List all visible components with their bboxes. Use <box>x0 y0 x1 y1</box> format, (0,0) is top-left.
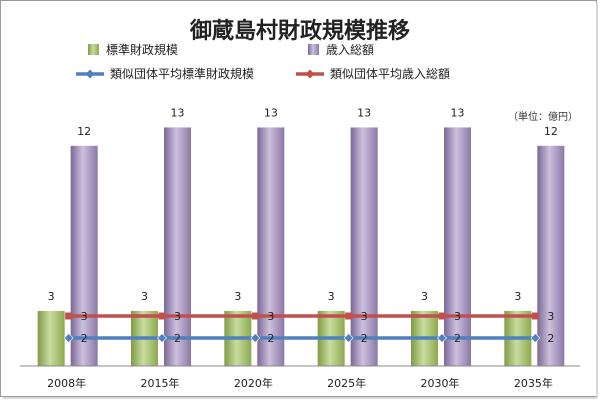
line-marker <box>343 333 354 343</box>
data-label: 3 <box>421 290 428 303</box>
chart-border <box>0 0 597 397</box>
x-tick-label: 2030年 <box>421 376 460 390</box>
x-tick-label: 2015年 <box>141 376 180 390</box>
bar <box>164 127 191 366</box>
data-label: 12 <box>544 125 558 138</box>
line-marker <box>63 333 74 343</box>
data-label: 2 <box>361 332 368 345</box>
x-axis-ticks: 2008年 2015年 2020年 2025年 2030年 2035年 <box>47 376 553 390</box>
line-marker <box>250 333 261 343</box>
x-tick-label: 2008年 <box>47 376 86 390</box>
x-tick-label: 2020年 <box>234 376 273 390</box>
line-marker <box>345 312 353 320</box>
legend-label: 類似団体平均標準財政規模 <box>110 66 254 81</box>
x-tick-label: 2035年 <box>514 376 553 390</box>
legend-swatch <box>308 44 319 55</box>
unit-label: （単位：億円） <box>508 110 578 123</box>
data-label: 3 <box>514 290 521 303</box>
data-label: 3 <box>267 310 274 323</box>
data-label: 13 <box>264 106 278 119</box>
bar <box>444 127 471 366</box>
x-tick-label: 2025年 <box>327 376 366 390</box>
bar <box>350 127 378 366</box>
data-label: 13 <box>171 106 185 119</box>
line-marker <box>65 312 73 320</box>
bar <box>70 145 98 366</box>
data-label: 2 <box>81 332 88 345</box>
line-marker <box>438 312 446 320</box>
legend-swatch <box>88 44 99 55</box>
data-label: 3 <box>81 310 88 323</box>
data-label: 3 <box>361 310 368 323</box>
line-marker <box>251 312 259 320</box>
line-marker <box>158 312 166 320</box>
data-label: 3 <box>234 290 241 303</box>
data-label: 2 <box>174 332 181 345</box>
bar <box>257 127 285 366</box>
line-marker <box>531 312 539 320</box>
data-label: 3 <box>48 290 55 303</box>
plot-area: 3 3 3 3 3 3 12 13 13 13 13 12 2 2 2 2 2 2 3 3 3 3 3 3 <box>37 106 565 366</box>
legend-label: 類似団体平均歳入総額 <box>330 67 450 81</box>
legend-marker <box>85 69 95 79</box>
data-label: 2 <box>547 332 554 345</box>
line-marker <box>157 333 167 343</box>
data-label: 3 <box>174 310 181 323</box>
data-label: 3 <box>141 290 148 303</box>
data-label: 3 <box>328 290 335 303</box>
bar <box>537 145 565 366</box>
data-label: 3 <box>547 310 554 323</box>
data-label: 2 <box>454 332 461 345</box>
data-label: 2 <box>267 332 274 345</box>
chart-title: 御蔵島村財政規模推移 <box>189 18 410 44</box>
legend-marker <box>305 69 315 79</box>
data-label: 13 <box>451 106 465 119</box>
data-label: 13 <box>357 106 371 119</box>
legend-label: 歳入総額 <box>326 43 374 57</box>
line-marker <box>437 333 447 343</box>
data-label: 12 <box>77 125 91 138</box>
legend-label: 標準財政規模 <box>106 42 178 57</box>
bar <box>37 310 65 366</box>
line-marker <box>530 333 541 343</box>
data-label: 3 <box>454 310 461 323</box>
